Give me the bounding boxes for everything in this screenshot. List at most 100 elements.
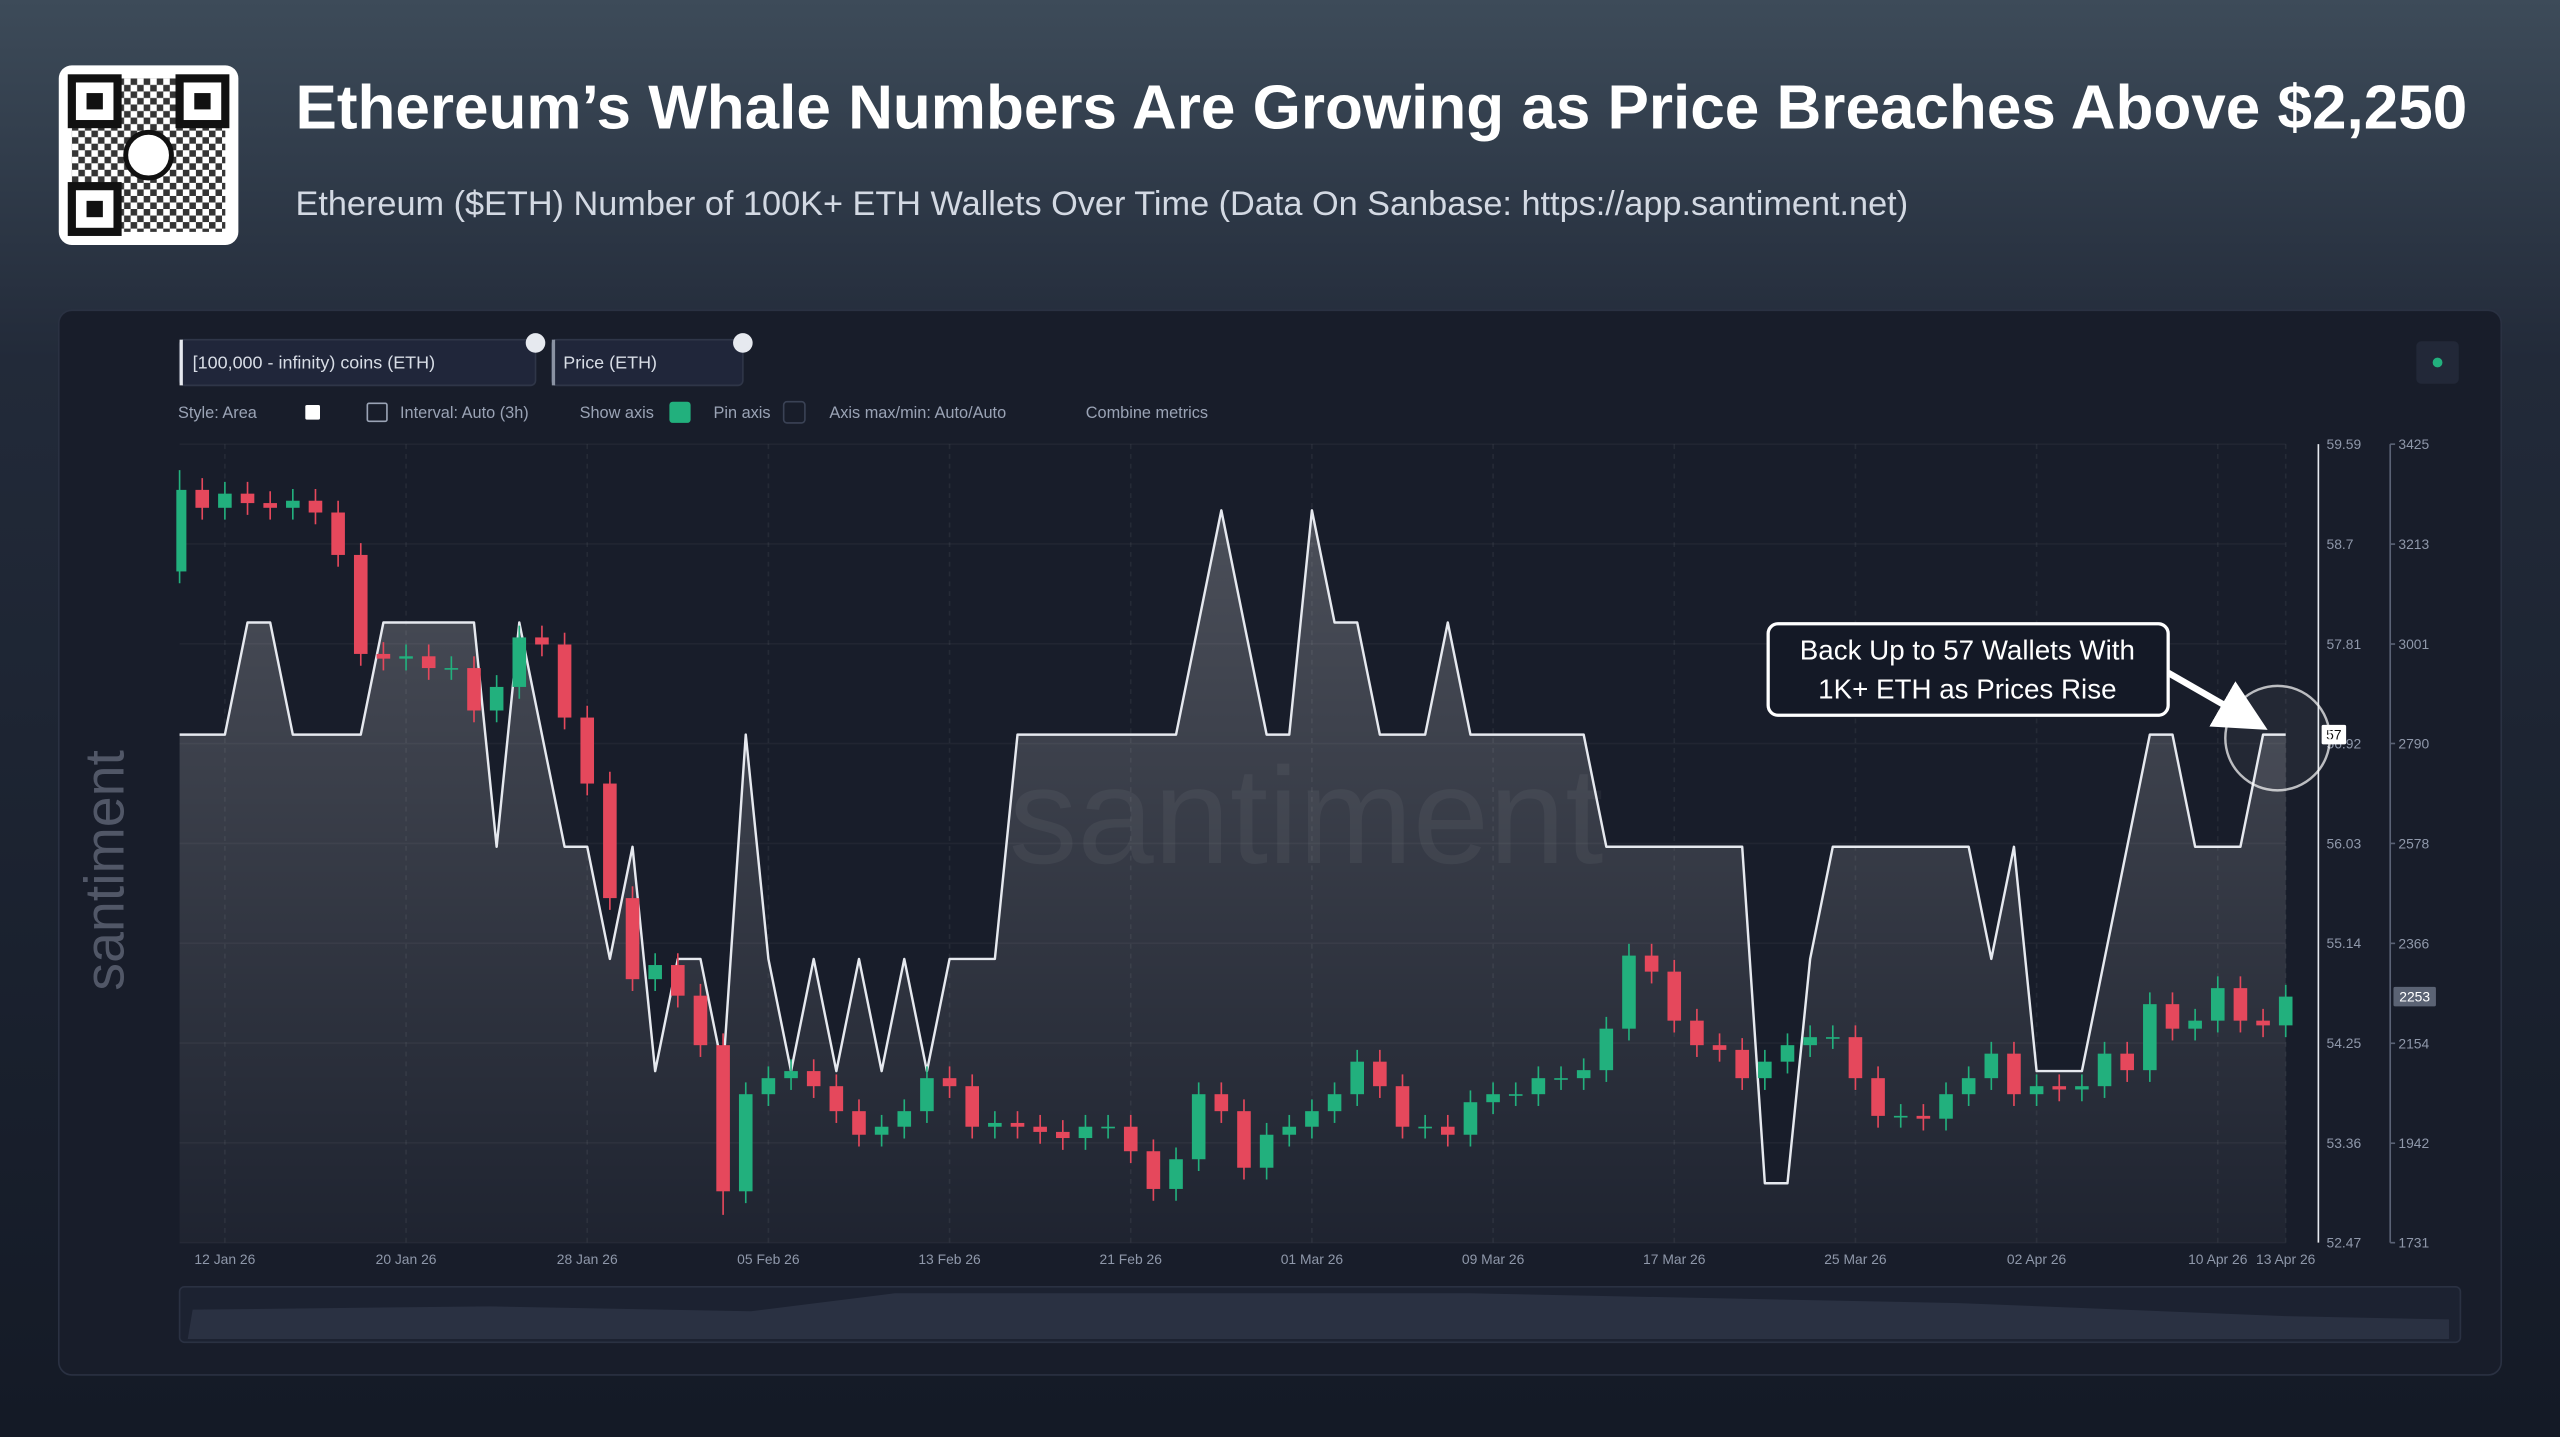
candle-body — [897, 1111, 912, 1127]
candle-body — [263, 503, 277, 508]
y2-tick-label: 3001 — [2398, 636, 2429, 652]
candle-body — [806, 1071, 821, 1087]
candle-body — [557, 644, 572, 718]
candle-body — [1690, 1020, 1704, 1046]
x-tick-label: 28 Jan 26 — [557, 1251, 618, 1267]
candle-body — [671, 965, 685, 996]
candle-body — [1758, 1061, 1772, 1079]
candle-body — [240, 493, 255, 504]
candle-body — [829, 1086, 844, 1112]
annotation-box — [1766, 622, 2170, 717]
candle-body — [1350, 1061, 1365, 1095]
y2-tick-label: 3425 — [2398, 436, 2429, 452]
candle-body — [2165, 1004, 2180, 1029]
candle-body — [965, 1086, 980, 1127]
y2-tick-label: 2154 — [2398, 1035, 2429, 1051]
last-value-badge — [2321, 724, 2347, 745]
candle-body — [1848, 1037, 1863, 1079]
candle-body — [1441, 1126, 1455, 1135]
candle-body — [942, 1078, 957, 1087]
candle-body — [1984, 1053, 1999, 1079]
candle-body — [784, 1071, 798, 1079]
candle-body — [1871, 1078, 1885, 1116]
candle-body — [2278, 996, 2293, 1026]
last-value-badge — [2393, 986, 2436, 1007]
candle-body — [1622, 955, 1636, 1029]
y2-tick-label: 1942 — [2398, 1135, 2429, 1151]
area-fill — [179, 510, 2286, 1243]
candle-body — [535, 637, 549, 645]
candle-body — [444, 668, 459, 670]
x-tick-label: 05 Feb 26 — [737, 1251, 800, 1267]
y-tick-label: 56.03 — [2327, 835, 2362, 851]
tab-settings-icon[interactable] — [733, 333, 753, 353]
x-tick-label: 01 Mar 26 — [1281, 1251, 1344, 1267]
x-tick-label: 13 Apr 26 — [2256, 1251, 2316, 1267]
candle-body — [2120, 1053, 2134, 1071]
candle-body — [1010, 1122, 1025, 1127]
candle-body — [1916, 1115, 1931, 1119]
navigator-preview — [187, 1293, 2449, 1340]
toolbar-item[interactable]: Interval: Auto (3h) — [400, 404, 529, 422]
candle-body — [399, 656, 413, 659]
candle-body — [1735, 1049, 1749, 1079]
x-tick-label: 20 Jan 26 — [376, 1251, 437, 1267]
annotation-text: 1K+ ETH as Prices Rise — [1818, 674, 2116, 705]
candle-body — [421, 656, 436, 669]
tab-settings-icon[interactable] — [525, 333, 546, 353]
candle-body — [512, 637, 527, 687]
y-tick-label: 53.36 — [2327, 1135, 2362, 1151]
candle-body — [1033, 1126, 1047, 1132]
x-tick-label: 13 Feb 26 — [918, 1251, 981, 1267]
y-tick-label: 59.59 — [2327, 436, 2362, 452]
x-tick-label: 12 Jan 26 — [194, 1251, 255, 1267]
toolbar-item[interactable]: Combine metrics — [1086, 404, 1208, 422]
candle-body — [580, 717, 595, 784]
y-tick-label: 54.25 — [2327, 1035, 2362, 1051]
candle-body — [1395, 1086, 1410, 1127]
candle-body — [874, 1126, 889, 1135]
candle-body — [1599, 1028, 1614, 1071]
candle-body — [1327, 1094, 1342, 1112]
candle-body — [852, 1111, 866, 1135]
candle-body — [2007, 1053, 2021, 1095]
toolbar-item[interactable]: Axis max/min: Auto/Auto — [829, 404, 1006, 422]
candle-body — [920, 1078, 934, 1112]
toolbar-item[interactable]: Style: Area — [178, 404, 258, 422]
checkbox-checked[interactable] — [669, 401, 691, 423]
candle-body — [648, 965, 662, 980]
candle-body — [625, 898, 640, 980]
candle-body — [1893, 1115, 1908, 1118]
color-swatch[interactable] — [305, 404, 320, 420]
toolbar-item[interactable]: Pin axis — [713, 404, 770, 422]
checkbox[interactable] — [782, 400, 806, 424]
candle-body — [1237, 1111, 1251, 1168]
interval-icon — [366, 402, 388, 423]
candle-body — [331, 512, 345, 555]
page-title: Ethereum’s Whale Numbers Are Growing as … — [296, 73, 2468, 142]
candle-body — [1667, 971, 1682, 1021]
candle-body — [2052, 1086, 2067, 1090]
candle-body — [2233, 988, 2248, 1021]
candle-body — [1486, 1094, 1500, 1103]
candle-body — [1825, 1037, 1840, 1039]
toolbar-item[interactable]: Show axis — [580, 404, 654, 422]
candle-body — [1214, 1094, 1229, 1112]
annotation-text: Back Up to 57 Wallets With — [1800, 634, 2135, 665]
candle-body — [1780, 1045, 1795, 1062]
candle-body — [218, 493, 232, 508]
candle-body — [1169, 1159, 1183, 1189]
candle-body — [1373, 1061, 1387, 1087]
status-dot — [2432, 357, 2443, 368]
candle-body — [1508, 1094, 1523, 1096]
y-tick-label: 57.81 — [2327, 636, 2362, 652]
y2-tick-label: 2578 — [2398, 835, 2429, 851]
candle-body — [353, 554, 368, 654]
candle-body — [603, 783, 617, 899]
side-watermark: santiment — [73, 749, 135, 990]
candle-body — [2075, 1086, 2089, 1090]
candle-body — [2188, 1020, 2202, 1029]
page-subtitle: Ethereum ($ETH) Number of 100K+ ETH Wall… — [296, 185, 1909, 223]
candle-body — [1554, 1078, 1568, 1080]
overlay: 12 Jan 26 20 Jan 26 28 Jan 26 05 Feb 26 13 F… — [194, 436, 2436, 1267]
